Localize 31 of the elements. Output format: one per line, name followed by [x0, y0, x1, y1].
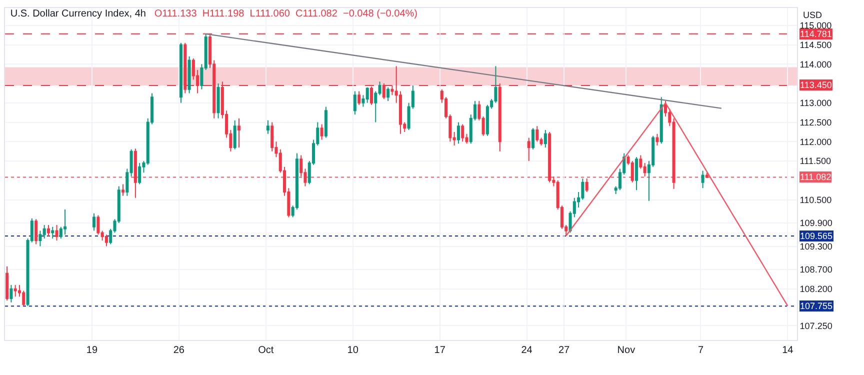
y-tick-label: 114.000 — [800, 59, 832, 70]
y-tick-label: 110.500 — [800, 194, 832, 205]
y-tick-label: 114.500 — [800, 40, 832, 50]
x-tick-label: Oct — [258, 345, 274, 356]
chart-title: U.S. Dollar Currency Index, 4h — [10, 8, 146, 20]
y-tick-label: 111.500 — [800, 156, 832, 166]
x-tick-label: 26 — [173, 345, 185, 356]
ref-line-label: 107.755 — [800, 301, 833, 311]
x-tick-label: Nov — [617, 345, 636, 356]
y-tick-label: 107.250 — [800, 320, 832, 331]
x-tick-label: 27 — [558, 345, 570, 356]
ref-line-label: 114.781 — [800, 29, 832, 39]
y-tick-label: 113.000 — [800, 98, 832, 108]
x-tick-label: 14 — [782, 345, 794, 356]
ref-line-label: 109.565 — [800, 231, 833, 241]
y-tick-label: 108.200 — [800, 284, 832, 294]
y-tick-label: 115.000 — [800, 20, 832, 31]
text: USD — [803, 10, 822, 20]
y-tick-label: 112.000 — [800, 136, 832, 147]
chart-subtitle: O111.133 H111.198 L111.060 C111.082 −0.048 (−0.04%) — [154, 8, 418, 20]
x-tick-label: 19 — [86, 345, 98, 356]
y-tick-label: 109.300 — [800, 241, 832, 252]
y-tick-label: 108.700 — [800, 264, 832, 275]
y-tick-label: 112.500 — [800, 117, 832, 128]
x-tick-label: 24 — [521, 345, 533, 356]
ref-line-label: 113.450 — [800, 80, 832, 90]
ref-line-label: 111.082 — [800, 172, 832, 182]
x-tick-label: 10 — [347, 345, 359, 356]
y-tick-label: 109.900 — [800, 218, 832, 228]
x-tick-label: 17 — [434, 345, 446, 356]
x-tick-label: 7 — [698, 345, 704, 356]
